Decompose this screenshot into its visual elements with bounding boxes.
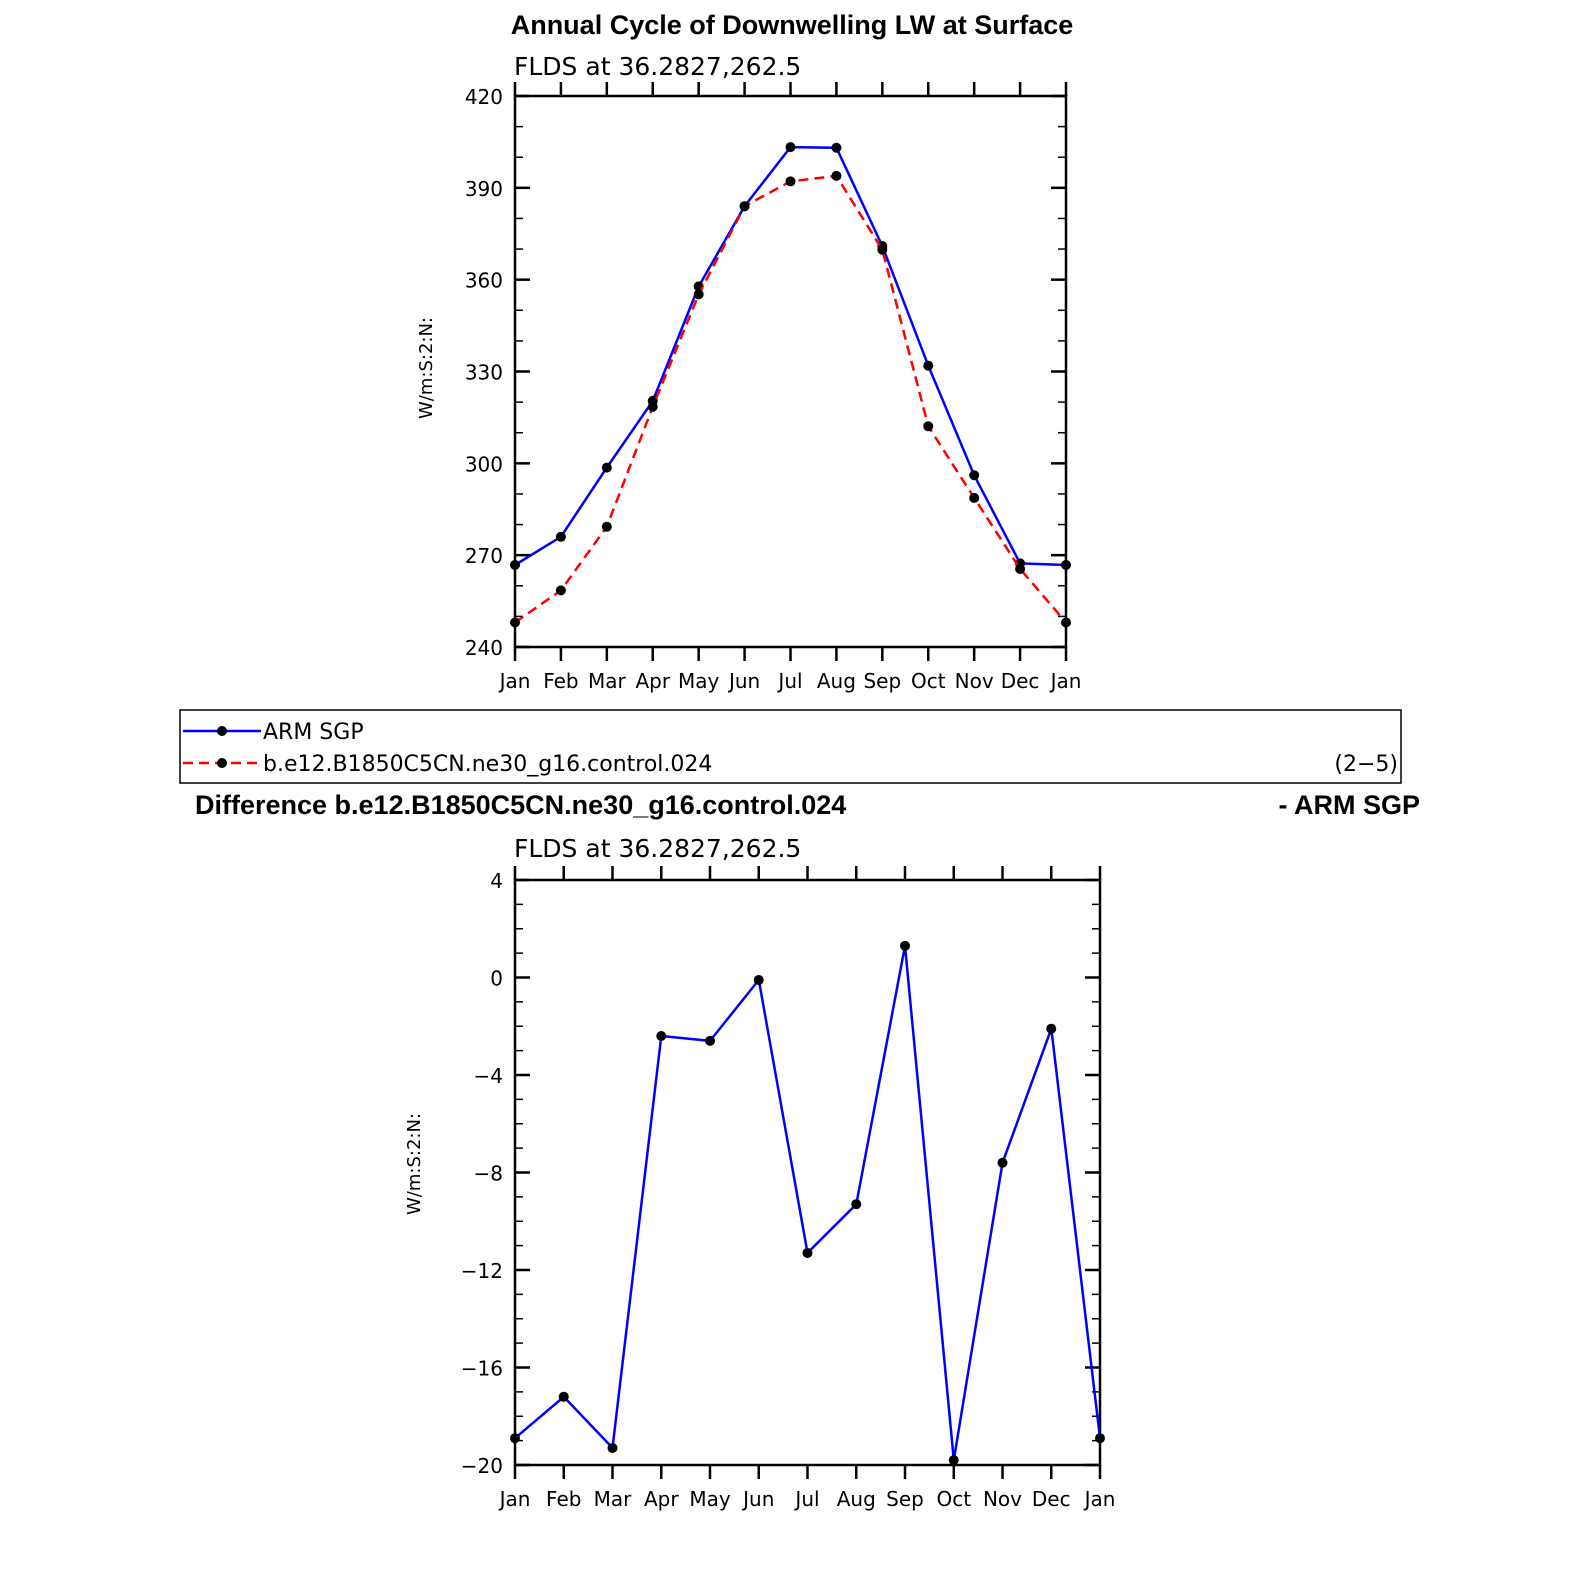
chart2-series-0-point bbox=[656, 1031, 667, 1041]
chart1-series-0-point bbox=[555, 531, 566, 542]
chart1-series-0-point bbox=[785, 142, 796, 153]
chart1-title: Annual Cycle of Downwelling LW at Surfac… bbox=[511, 10, 1074, 40]
chart1-series-1-point bbox=[923, 421, 934, 432]
chart2-ylabel: W/m:S:2:N: bbox=[404, 1113, 425, 1215]
chart1-plot: 240 270 300 330 360 390 420 Jan Feb Mar Apr May Jun J… bbox=[465, 82, 1082, 693]
chart1-ytick-label: 270 bbox=[465, 544, 503, 568]
chart2-series-0-point bbox=[851, 1199, 862, 1210]
chart1-xtick-label: Oct bbox=[911, 669, 946, 693]
chart1-series-1-point bbox=[510, 617, 520, 628]
chart2-ytick-label: −4 bbox=[474, 1064, 503, 1088]
chart1-ytick-label: 360 bbox=[465, 269, 503, 293]
chart1-xtick-label: Sep bbox=[863, 669, 901, 693]
chart2-title-right: - ARM SGP bbox=[1279, 790, 1421, 820]
chart2-series-0-point bbox=[900, 940, 910, 951]
chart2-ytick-label: 4 bbox=[490, 869, 503, 893]
legend: ARM SGP b.e12.B1850C5CN.ne30_g16.control… bbox=[179, 709, 1402, 784]
chart1-xtick-label: Dec bbox=[1001, 669, 1040, 693]
chart2-title-left: Difference b.e12.B1850C5CN.ne30_g16.cont… bbox=[195, 790, 846, 820]
chart1-series-0-line bbox=[514, 145, 1067, 567]
chart2-ytick-label: 0 bbox=[490, 967, 503, 991]
legend-label-model: b.e12.B1850C5CN.ne30_g16.control.024 bbox=[263, 752, 712, 777]
chart2-ytick-label: −12 bbox=[461, 1259, 503, 1283]
chart2-xtick-label: Feb bbox=[546, 1487, 581, 1511]
chart2-series-0-point bbox=[1046, 1023, 1057, 1034]
chart1-series-0-point bbox=[1061, 559, 1071, 570]
chart1-subtitle: FLDS at 36.2827,262.5 bbox=[514, 52, 801, 81]
legend-label-arm: ARM SGP bbox=[263, 720, 364, 745]
chart2-subtitle: FLDS at 36.2827,262.5 bbox=[514, 834, 801, 863]
chart1-series-1-point bbox=[1015, 563, 1026, 574]
chart1-ylabel: W/m:S:2:N: bbox=[416, 317, 437, 419]
chart1-series-1-point bbox=[647, 401, 658, 412]
chart1-series-1-line bbox=[514, 174, 1067, 624]
chart1-ytick-label: 240 bbox=[465, 636, 503, 660]
chart1-xtick-label: Jan bbox=[498, 669, 531, 693]
chart1-xtick-label: Aug bbox=[817, 669, 856, 693]
chart2-xtick-label: Oct bbox=[936, 1487, 971, 1511]
chart2-xtick-label: May bbox=[689, 1487, 731, 1511]
chart1-series-0-point bbox=[601, 462, 612, 473]
chart1-series-1-point bbox=[739, 201, 750, 212]
chart2-xtick-label: Jul bbox=[793, 1487, 819, 1511]
chart2-plot: −20 −16 −12 −8 −4 0 4 Jan Feb Mar Apr May Jun Jul Aug S… bbox=[461, 866, 1116, 1511]
chart1-ytick-label: 420 bbox=[465, 85, 503, 109]
chart2-ytick-label: −20 bbox=[461, 1454, 503, 1478]
chart2-series-0-point bbox=[1095, 1433, 1105, 1444]
chart1-series-1-point bbox=[877, 244, 888, 255]
chart2-series-0-point bbox=[705, 1035, 715, 1046]
chart2-series-0-point bbox=[997, 1157, 1008, 1168]
chart2-series-0-point bbox=[948, 1455, 959, 1466]
chart2-series-0-point bbox=[802, 1247, 813, 1258]
chart1-xtick-label: Jun bbox=[727, 669, 760, 693]
chart2-xtick-label: Mar bbox=[594, 1487, 633, 1511]
chart1-series-1-point bbox=[785, 176, 796, 187]
chart1-xtick-label: Feb bbox=[543, 669, 578, 693]
chart2-xtick-label: Sep bbox=[886, 1487, 924, 1511]
chart1-series-1-point bbox=[969, 492, 980, 503]
chart1-xtick-label: Apr bbox=[635, 669, 670, 693]
chart2-xtick-label: Aug bbox=[837, 1487, 876, 1511]
legend-marker-arm bbox=[217, 726, 227, 736]
chart1-ytick-label: 390 bbox=[465, 177, 503, 201]
chart1-xtick-label: Jan bbox=[1049, 669, 1082, 693]
legend-marker-model bbox=[217, 758, 227, 768]
chart1-series-0-point bbox=[510, 559, 520, 570]
chart2-xtick-label: Dec bbox=[1032, 1487, 1071, 1511]
chart2-series-0-point bbox=[753, 974, 764, 985]
chart1-series-1-point bbox=[555, 585, 566, 596]
chart2-xtick-label: Jan bbox=[1083, 1487, 1116, 1511]
chart1-xtick-label: May bbox=[678, 669, 720, 693]
chart1-series-1-point bbox=[831, 170, 842, 181]
chart2-series-0-point bbox=[558, 1391, 569, 1402]
chart1-ytick-label: 300 bbox=[465, 452, 503, 476]
chart2-ytick-label: −16 bbox=[461, 1357, 503, 1381]
chart1-xtick-label: Mar bbox=[588, 669, 627, 693]
chart1-xtick-label: Jul bbox=[776, 669, 802, 693]
chart1-series-1-point bbox=[693, 289, 704, 300]
chart2-series-0-point bbox=[510, 1433, 520, 1444]
chart2-series-0-line bbox=[514, 944, 1102, 1462]
chart2-xtick-label: Jun bbox=[741, 1487, 774, 1511]
chart1-series-0-point bbox=[923, 360, 934, 371]
chart1-xtick-label: Nov bbox=[955, 669, 994, 693]
chart1-series-1-point bbox=[601, 521, 612, 532]
page-label: (2−5) bbox=[1334, 752, 1398, 777]
chart2-xtick-label: Apr bbox=[644, 1487, 679, 1511]
chart1-ytick-label: 330 bbox=[465, 361, 503, 385]
chart2-xtick-label: Jan bbox=[498, 1487, 531, 1511]
chart2-frame bbox=[513, 878, 1102, 1467]
chart1-series-0-point bbox=[831, 142, 842, 153]
chart2-xtick-label: Nov bbox=[983, 1487, 1022, 1511]
legend-box bbox=[179, 709, 1402, 784]
chart2-series-0-point bbox=[607, 1442, 618, 1453]
chart1-series-1-point bbox=[1061, 617, 1071, 628]
chart2-ytick-label: −8 bbox=[474, 1162, 503, 1186]
chart1-series-0-point bbox=[969, 470, 980, 481]
